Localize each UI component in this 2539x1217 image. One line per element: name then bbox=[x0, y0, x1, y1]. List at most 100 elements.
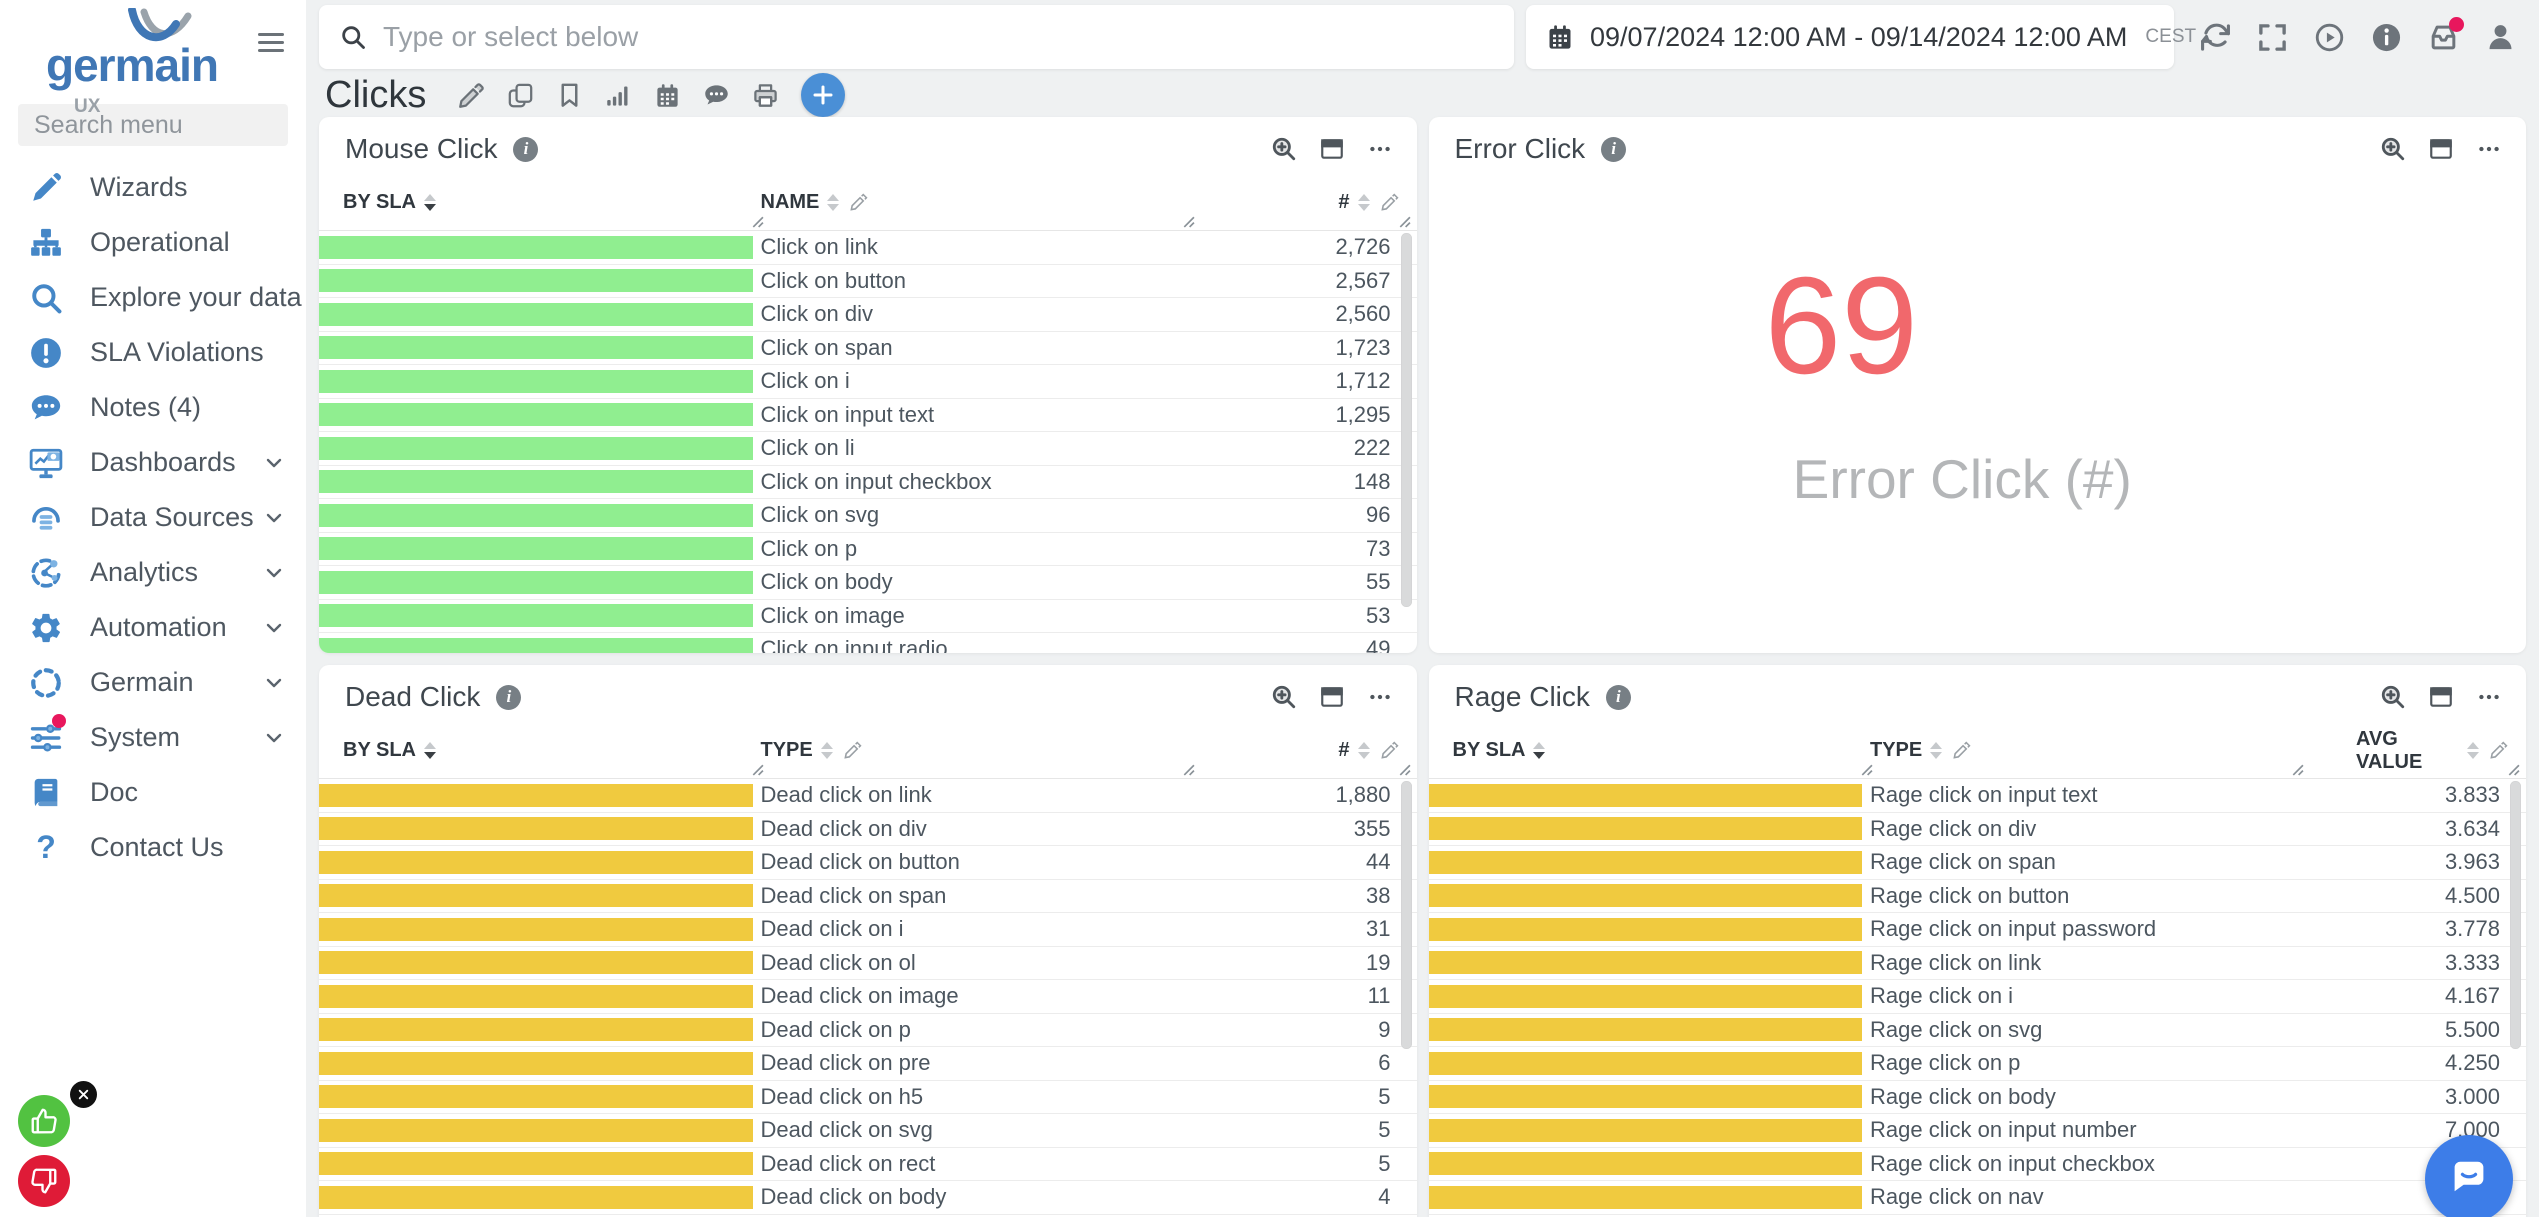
table-row[interactable]: Rage click on input number 7.000 bbox=[1428, 1114, 2526, 1148]
window-icon[interactable] bbox=[1319, 684, 1345, 710]
table-row[interactable]: Click on link 2,726 bbox=[319, 231, 1417, 265]
zoom-icon[interactable] bbox=[2380, 136, 2406, 162]
info-icon[interactable]: i bbox=[1601, 136, 1627, 162]
info-icon[interactable]: i bbox=[1605, 684, 1631, 710]
sidebar-item[interactable]: Wizards bbox=[0, 160, 306, 215]
more-options-icon[interactable] bbox=[1367, 684, 1393, 710]
table-row[interactable]: Dead click on span 38 bbox=[319, 880, 1417, 913]
column-resize-handle[interactable] bbox=[749, 761, 764, 776]
chevron-down-icon[interactable] bbox=[262, 451, 286, 475]
table-row[interactable]: Click on li 222 bbox=[319, 432, 1417, 466]
table-row[interactable]: Dead click on div 355 bbox=[319, 813, 1417, 846]
column-resize-handle[interactable] bbox=[2289, 761, 2304, 776]
chevron-down-icon[interactable] bbox=[262, 616, 286, 640]
table-row[interactable]: Dead click on image 11 bbox=[319, 980, 1417, 1014]
table-row[interactable]: Click on div 2,560 bbox=[319, 298, 1417, 332]
scrollbar[interactable] bbox=[1400, 233, 1412, 607]
table-row[interactable]: Rage click on svg 5.500 bbox=[1428, 1014, 2526, 1047]
zoom-icon[interactable] bbox=[1271, 684, 1297, 710]
info-icon[interactable]: i bbox=[496, 684, 522, 710]
more-options-icon[interactable] bbox=[2476, 684, 2502, 710]
sidebar-item[interactable]: ? Contact Us bbox=[0, 820, 306, 875]
more-options-icon[interactable] bbox=[1367, 136, 1393, 162]
table-row[interactable]: Rage click on i 4.167 bbox=[1428, 980, 2526, 1014]
table-row[interactable]: Rage click on input checkbox 3.000 bbox=[1428, 1148, 2526, 1181]
table-row[interactable]: Rage click on nav 3.000 bbox=[1428, 1181, 2526, 1215]
table-row[interactable]: Click on button 2,567 bbox=[319, 265, 1417, 298]
column-resize-handle[interactable] bbox=[1180, 761, 1195, 776]
info-icon[interactable] bbox=[2371, 22, 2402, 53]
comment-icon[interactable] bbox=[703, 82, 730, 109]
more-options-icon[interactable] bbox=[2476, 136, 2502, 162]
print-icon[interactable] bbox=[752, 82, 779, 109]
sidebar-search-input[interactable] bbox=[18, 104, 288, 146]
add-button[interactable] bbox=[801, 73, 846, 117]
table-row[interactable]: Rage click on input text 3.833 bbox=[1428, 779, 2526, 813]
chevron-down-icon[interactable] bbox=[262, 506, 286, 530]
calendar-icon[interactable] bbox=[654, 82, 681, 109]
close-icon[interactable] bbox=[70, 1081, 97, 1108]
thumbs-up-button[interactable] bbox=[18, 1095, 70, 1147]
table-row[interactable]: Dead click on button 44 bbox=[319, 846, 1417, 880]
sidebar-item[interactable]: Dashboards bbox=[0, 435, 306, 490]
table-row[interactable]: Dead click on rect 5 bbox=[319, 1148, 1417, 1181]
inbox-icon[interactable] bbox=[2428, 16, 2464, 53]
play-icon[interactable] bbox=[2314, 22, 2345, 53]
table-row[interactable]: Rage click on div 3.634 bbox=[1428, 813, 2526, 846]
table-row[interactable]: Click on body 55 bbox=[319, 566, 1417, 600]
table-row[interactable]: Dead click on p 9 bbox=[319, 1014, 1417, 1047]
table-row[interactable]: Rage click on input password 3.778 bbox=[1428, 913, 2526, 947]
signal-bars-icon[interactable] bbox=[605, 82, 632, 109]
chevron-down-icon[interactable] bbox=[262, 726, 286, 750]
column-resize-handle[interactable] bbox=[2505, 761, 2520, 776]
zoom-icon[interactable] bbox=[2380, 684, 2406, 710]
column-resize-handle[interactable] bbox=[1180, 213, 1195, 228]
sidebar-item[interactable]: System bbox=[0, 710, 306, 765]
sidebar-item[interactable]: Analytics bbox=[0, 545, 306, 600]
window-icon[interactable] bbox=[2428, 684, 2454, 710]
window-icon[interactable] bbox=[2428, 136, 2454, 162]
germain-logo[interactable]: germain UX bbox=[46, 8, 219, 117]
fullscreen-icon[interactable] bbox=[2257, 22, 2288, 53]
column-resize-handle[interactable] bbox=[1858, 761, 1873, 776]
sidebar-item[interactable]: Explore your data bbox=[0, 270, 306, 325]
table-row[interactable]: Dead click on body 4 bbox=[319, 1181, 1417, 1215]
global-search-input[interactable] bbox=[381, 20, 1494, 54]
chevron-down-icon[interactable] bbox=[262, 561, 286, 585]
column-resize-handle[interactable] bbox=[1396, 213, 1411, 228]
hamburger-menu-icon[interactable] bbox=[258, 28, 284, 57]
table-row[interactable]: Click on image 53 bbox=[319, 600, 1417, 633]
user-icon[interactable] bbox=[2485, 22, 2516, 53]
copy-icon[interactable] bbox=[507, 82, 534, 109]
sidebar-item[interactable]: Operational bbox=[0, 215, 306, 270]
chevron-down-icon[interactable] bbox=[262, 671, 286, 695]
table-row[interactable]: Click on svg 96 bbox=[319, 499, 1417, 533]
date-range-picker[interactable]: 09/07/2024 12:00 AM - 09/14/2024 12:00 A… bbox=[1526, 5, 2196, 69]
table-row[interactable]: Click on input checkbox 148 bbox=[319, 466, 1417, 499]
edit-icon[interactable] bbox=[458, 82, 485, 109]
chat-launcher[interactable] bbox=[2425, 1135, 2513, 1217]
sidebar-item[interactable]: Doc bbox=[0, 765, 306, 820]
table-row[interactable]: Click on input radio 49 bbox=[319, 633, 1417, 653]
sidebar-item[interactable]: Notes (4) bbox=[0, 380, 306, 435]
info-icon[interactable]: i bbox=[513, 136, 539, 162]
table-row[interactable]: Dead click on pre 6 bbox=[319, 1047, 1417, 1081]
table-row[interactable]: Dead click on ol 19 bbox=[319, 947, 1417, 980]
table-row[interactable]: Click on input text 1,295 bbox=[319, 399, 1417, 432]
sidebar-item[interactable]: Data Sources bbox=[0, 490, 306, 545]
table-row[interactable]: Click on p 73 bbox=[319, 533, 1417, 566]
table-row[interactable]: Dead click on link 1,880 bbox=[319, 779, 1417, 813]
table-row[interactable]: Rage click on button 4.500 bbox=[1428, 880, 2526, 913]
table-row[interactable]: Rage click on body 3.000 bbox=[1428, 1081, 2526, 1114]
column-resize-handle[interactable] bbox=[1396, 761, 1411, 776]
thumbs-down-button[interactable] bbox=[18, 1155, 70, 1207]
sidebar-item[interactable]: Germain bbox=[0, 655, 306, 710]
column-resize-handle[interactable] bbox=[749, 213, 764, 228]
table-row[interactable]: Dead click on svg 5 bbox=[319, 1114, 1417, 1148]
table-row[interactable]: Dead click on i 31 bbox=[319, 913, 1417, 947]
sidebar-item[interactable]: Automation bbox=[0, 600, 306, 655]
table-row[interactable]: Rage click on link 3.333 bbox=[1428, 947, 2526, 980]
scrollbar[interactable] bbox=[1400, 781, 1412, 1049]
table-row[interactable]: Click on span 1,723 bbox=[319, 332, 1417, 365]
table-row[interactable]: Rage click on p 4.250 bbox=[1428, 1047, 2526, 1081]
